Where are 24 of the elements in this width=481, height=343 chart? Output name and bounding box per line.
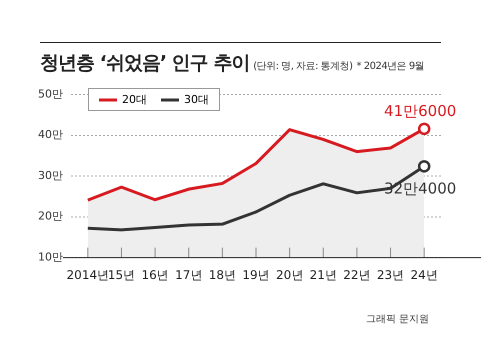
x-tick-label: 2014년 <box>66 268 110 282</box>
chart-title: 청년층 ‘쉬었음’ 인구 추이 <box>40 52 250 74</box>
text: * 2024년은 9월 <box>356 61 424 72</box>
y-tick-label: 10만 <box>38 250 63 264</box>
x-tick-label: 19년 <box>242 268 270 282</box>
annotation: 41만6000 <box>384 102 456 120</box>
legend-label: 20대 <box>121 92 147 107</box>
x-tick-label: 18년 <box>208 268 236 282</box>
x-tick-label: 23년 <box>376 268 404 282</box>
x-tick-label: 22년 <box>343 268 371 282</box>
legend-label: 30대 <box>183 92 209 107</box>
y-tick-label: 30만 <box>38 168 63 182</box>
x-tick-label: 17년 <box>175 268 202 282</box>
text: 그래픽 문지원 <box>366 313 429 326</box>
y-tick-label: 50만 <box>38 87 63 100</box>
y-tick-label: 40만 <box>38 128 63 142</box>
x-tick-label: 20년 <box>276 268 304 282</box>
x-tick-label: 16년 <box>141 268 169 282</box>
x-tick-label: 15년 <box>108 268 136 282</box>
x-tick-label: 24년 <box>410 268 438 282</box>
chart-subtitle: (단위: 명, 자료: 통계청) <box>253 61 353 72</box>
annotation: 32만4000 <box>384 180 456 198</box>
y-tick-label: 20만 <box>38 210 63 223</box>
x-tick-label: 21년 <box>310 268 337 282</box>
